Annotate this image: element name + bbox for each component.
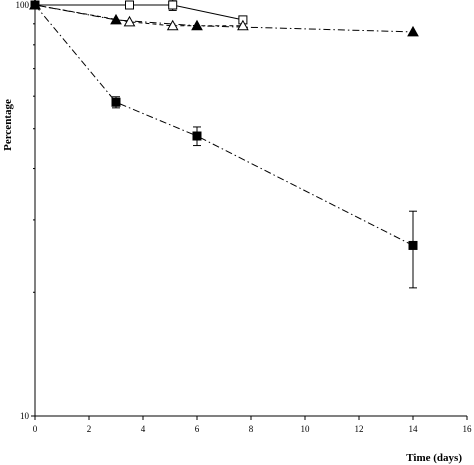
x-axis-title: Time (days) <box>406 452 462 464</box>
data-point <box>408 240 418 250</box>
y-tick-label: 100 <box>16 0 30 10</box>
x-tick-label: 10 <box>301 424 311 434</box>
series-layer <box>29 0 419 289</box>
data-point <box>237 19 249 31</box>
series-1 <box>30 0 248 25</box>
series-3 <box>29 0 249 31</box>
series-4 <box>30 0 418 289</box>
y-axis-title: Percentage <box>2 99 14 151</box>
data-point <box>168 0 178 10</box>
data-point <box>30 0 40 10</box>
x-tick-label: 14 <box>409 424 419 434</box>
y-tick-label: 10 <box>20 411 30 421</box>
data-point <box>192 131 202 141</box>
x-tick-label: 16 <box>463 424 473 434</box>
axes: 0 2 4 6 8 10 12 14 16 10 100 <box>16 0 473 434</box>
data-point <box>111 97 121 107</box>
data-point <box>407 25 419 37</box>
series-line <box>35 4 244 21</box>
x-tick-label: 2 <box>87 424 92 434</box>
series-line <box>34 4 243 27</box>
data-point <box>125 0 134 10</box>
data-point <box>123 15 136 27</box>
series-line <box>34 4 414 33</box>
x-tick-label: 4 <box>141 424 146 434</box>
series-line <box>34 4 414 246</box>
x-tick-label: 12 <box>355 424 364 434</box>
x-tick-label: 8 <box>249 424 254 434</box>
x-tick-label: 0 <box>33 424 38 434</box>
x-tick-label: 6 <box>195 424 200 434</box>
data-point <box>166 19 179 31</box>
